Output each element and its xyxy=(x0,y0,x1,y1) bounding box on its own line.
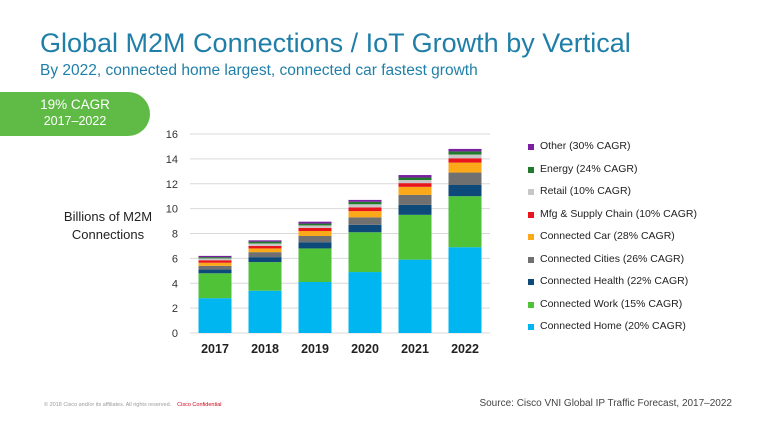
legend-label: Retail (10% CAGR) xyxy=(540,185,632,197)
legend-swatch xyxy=(528,279,534,285)
bar-segment xyxy=(398,180,432,184)
x-tick-label: 2022 xyxy=(451,342,479,356)
legend-label: Connected Work (15% CAGR) xyxy=(540,297,683,310)
legend-label: Mfg & Supply Chain (10% CAGR) xyxy=(540,207,697,220)
bar-segment xyxy=(448,172,482,185)
bar-segment xyxy=(448,151,482,155)
bar-segment xyxy=(398,183,432,187)
bar-segment xyxy=(198,255,232,258)
bar-segment xyxy=(248,290,282,333)
x-tick-label: 2021 xyxy=(401,342,429,356)
bar-segment xyxy=(298,223,332,226)
bar-segment xyxy=(298,225,332,228)
legend-swatch xyxy=(528,189,534,195)
bar-segment xyxy=(348,272,382,333)
y-tick-label: 6 xyxy=(172,253,178,265)
x-tick-label: 2020 xyxy=(351,342,379,356)
legend-swatch xyxy=(528,324,534,330)
y-tick-label: 4 xyxy=(172,278,178,290)
legend-swatch xyxy=(528,301,534,308)
bar-segment xyxy=(448,154,482,159)
y-axis-label: Billions of M2M Connections xyxy=(63,209,153,242)
bar-segment xyxy=(348,232,382,273)
cagr-badge-value: 19% CAGR xyxy=(40,97,110,112)
bar-segment xyxy=(398,194,432,205)
bar-segment xyxy=(298,248,332,283)
bar-segment xyxy=(198,257,232,259)
copyright-notice: © 2018 Cisco and/or its affiliates. All … xyxy=(44,402,221,408)
bar-segment xyxy=(198,298,232,333)
legend-label: Connected Car (28% CAGR) xyxy=(540,230,675,242)
bar-segment xyxy=(448,196,482,248)
bar-segment xyxy=(348,211,382,218)
bar-segment xyxy=(198,269,232,274)
bar-segment xyxy=(248,243,282,246)
legend-swatch xyxy=(528,166,534,173)
bar-segment xyxy=(348,204,382,208)
bar-segment xyxy=(298,227,332,232)
bar-segment xyxy=(348,201,382,205)
legend-swatch xyxy=(528,211,534,218)
bar-segment xyxy=(398,204,432,215)
confidential-label: Cisco Confidential xyxy=(177,402,222,408)
bar-segment xyxy=(248,240,282,242)
bar-segment xyxy=(198,262,232,266)
bar-segment xyxy=(298,235,332,243)
cagr-badge: 19% CAGR 2017–2022 xyxy=(0,92,150,136)
legend-label: Connected Cities (26% CAGR) xyxy=(540,252,685,265)
bar-segment xyxy=(298,221,332,224)
bar-segment xyxy=(298,231,332,236)
bar-segment xyxy=(348,224,382,233)
legend-label: Connected Health (22% CAGR) xyxy=(540,275,689,287)
copyright-text: © 2018 Cisco and/or its affiliates. All … xyxy=(44,402,172,408)
bar-segment xyxy=(298,282,332,333)
page-title: Global M2M Connections / IoT Growth by V… xyxy=(40,28,631,58)
y-tick-label: 12 xyxy=(166,179,178,191)
bar-segment xyxy=(248,241,282,244)
bar-segment xyxy=(248,245,282,249)
stacked-bar-chart: 0 2 4 6 8 10 12 14 16 2017 2018 2019 2020 2021 2022 xyxy=(166,129,490,356)
bar-segment xyxy=(348,207,382,212)
bar-segment xyxy=(448,247,482,333)
y-tick-label: 2 xyxy=(172,303,178,315)
bar-segment xyxy=(248,252,282,258)
bar-segment xyxy=(248,257,282,263)
x-tick-label: 2018 xyxy=(251,342,279,356)
legend-swatch xyxy=(528,144,534,150)
y-tick-label: 8 xyxy=(172,229,178,241)
y-tick-label: 14 xyxy=(166,154,178,166)
source-note: Source: Cisco VNI Global IP Traffic Fore… xyxy=(479,398,732,409)
page-subtitle: By 2022, connected home largest, connect… xyxy=(40,62,478,79)
legend-label: Connected Home (20% CAGR) xyxy=(540,320,686,332)
legend-swatch xyxy=(528,234,534,240)
bar-segment xyxy=(198,258,232,261)
bar-segment xyxy=(398,186,432,195)
x-tick-label: 2019 xyxy=(301,342,329,356)
y-tick-label: 16 xyxy=(166,129,178,141)
legend-label: Other (30% CAGR) xyxy=(540,140,631,152)
y-tick-label: 10 xyxy=(166,204,178,216)
cagr-badge-period: 2017–2022 xyxy=(43,114,107,128)
bar-segment xyxy=(448,158,482,163)
bar-segment xyxy=(198,260,232,263)
x-tick-label: 2017 xyxy=(201,342,229,356)
bar-segment xyxy=(248,248,282,253)
bar-segment xyxy=(398,175,432,178)
bar-segment xyxy=(398,214,432,260)
bar-segment xyxy=(198,273,232,299)
y-tick-label: 0 xyxy=(172,328,178,340)
bar-segment xyxy=(448,162,482,173)
legend-label: Energy (24% CAGR) xyxy=(540,162,638,175)
bar-segment xyxy=(298,242,332,249)
bar-segment xyxy=(398,259,432,333)
bar-segment xyxy=(448,148,482,152)
bar-segment xyxy=(398,177,432,181)
legend-swatch xyxy=(528,256,534,263)
bar-segment xyxy=(348,199,382,202)
bar-segment xyxy=(348,217,382,225)
bar-segment xyxy=(198,265,232,270)
bar-segment xyxy=(448,184,482,197)
bar-segment xyxy=(248,262,282,291)
